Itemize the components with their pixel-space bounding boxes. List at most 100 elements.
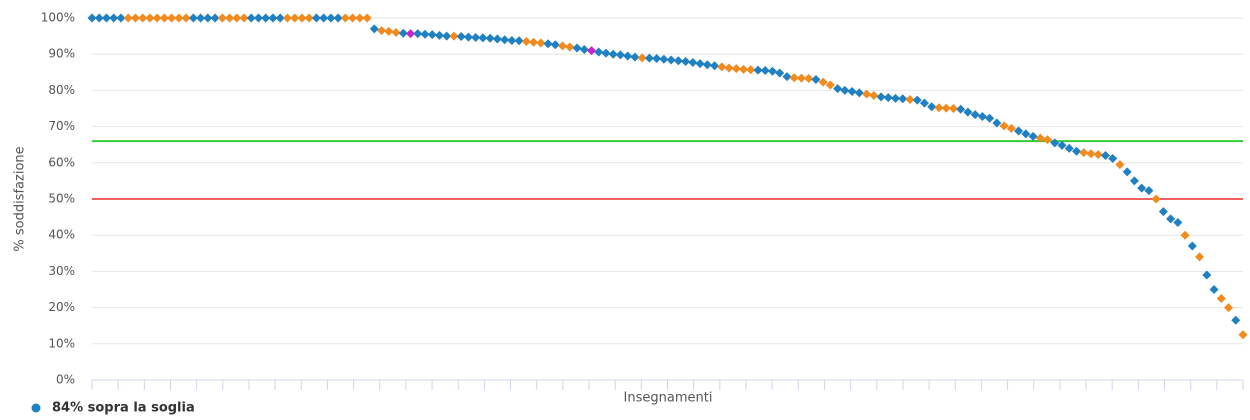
point <box>406 29 416 39</box>
point <box>594 47 604 57</box>
point <box>869 90 879 100</box>
point <box>1180 230 1190 240</box>
point <box>152 13 162 23</box>
point <box>934 103 944 113</box>
point <box>898 94 908 104</box>
point <box>804 73 814 83</box>
point <box>507 35 517 45</box>
point <box>992 118 1002 128</box>
y-tick-label: 30% <box>48 264 75 278</box>
point <box>811 75 821 85</box>
point <box>485 33 495 43</box>
point <box>891 93 901 103</box>
point <box>449 31 459 41</box>
point <box>883 93 893 103</box>
point <box>1043 135 1053 145</box>
point <box>1209 285 1219 294</box>
point <box>1093 149 1103 159</box>
point <box>1195 252 1205 262</box>
point <box>970 110 980 120</box>
point <box>1151 194 1161 204</box>
legend[interactable]: 84% sopra la soglia <box>31 401 195 416</box>
point <box>1057 140 1067 150</box>
point <box>246 13 256 23</box>
point <box>1079 148 1089 158</box>
point <box>739 64 749 74</box>
point <box>326 13 336 23</box>
point <box>514 36 524 46</box>
point <box>746 65 756 75</box>
point <box>159 13 169 23</box>
point <box>1072 146 1082 156</box>
point <box>188 13 198 23</box>
point <box>1187 241 1197 251</box>
point <box>796 73 806 83</box>
point <box>297 13 307 23</box>
point <box>659 54 669 64</box>
point <box>471 33 481 43</box>
point <box>1014 126 1024 136</box>
point <box>123 13 133 23</box>
point <box>985 113 995 123</box>
point <box>601 48 611 58</box>
point <box>340 13 350 23</box>
y-tick-label: 100% <box>41 11 75 25</box>
y-tick-label: 20% <box>48 300 75 314</box>
point <box>919 98 929 108</box>
point <box>941 103 951 113</box>
point <box>253 13 263 23</box>
point <box>717 62 727 72</box>
point <box>608 49 618 59</box>
point <box>818 77 828 87</box>
point <box>760 65 770 75</box>
legend-label[interactable]: 84% sopra la soglia <box>52 401 195 416</box>
point <box>623 51 633 61</box>
point <box>348 13 358 23</box>
point <box>130 13 140 23</box>
point <box>927 102 937 112</box>
point <box>203 13 213 23</box>
point <box>427 30 437 40</box>
point <box>167 13 177 23</box>
point <box>442 31 452 41</box>
point <box>116 13 126 23</box>
point <box>948 104 958 113</box>
point <box>145 13 155 23</box>
point <box>695 59 705 69</box>
legend-marker[interactable] <box>31 403 41 413</box>
point <box>963 107 973 117</box>
point <box>290 13 300 23</box>
point <box>550 40 560 50</box>
x-axis-title: Insegnamenti <box>624 391 713 406</box>
point <box>355 13 365 23</box>
point <box>1129 176 1139 186</box>
point <box>753 65 763 75</box>
point <box>101 13 111 23</box>
point <box>311 13 321 23</box>
point <box>174 13 184 23</box>
point <box>210 13 220 23</box>
point <box>681 56 691 66</box>
point <box>1158 207 1168 217</box>
point <box>536 38 546 48</box>
point <box>579 44 589 54</box>
point <box>1173 218 1183 228</box>
point <box>391 27 401 37</box>
point <box>217 13 227 23</box>
point <box>1144 186 1154 196</box>
point <box>232 13 242 23</box>
point <box>261 13 271 23</box>
point <box>398 28 408 38</box>
point <box>196 13 206 23</box>
point <box>833 84 843 94</box>
point <box>87 13 97 23</box>
point <box>912 95 922 105</box>
point <box>1050 138 1060 148</box>
point <box>1122 167 1132 177</box>
point <box>1231 315 1241 325</box>
point <box>463 32 473 42</box>
point <box>731 64 741 74</box>
point <box>572 43 582 53</box>
point <box>1166 214 1176 224</box>
